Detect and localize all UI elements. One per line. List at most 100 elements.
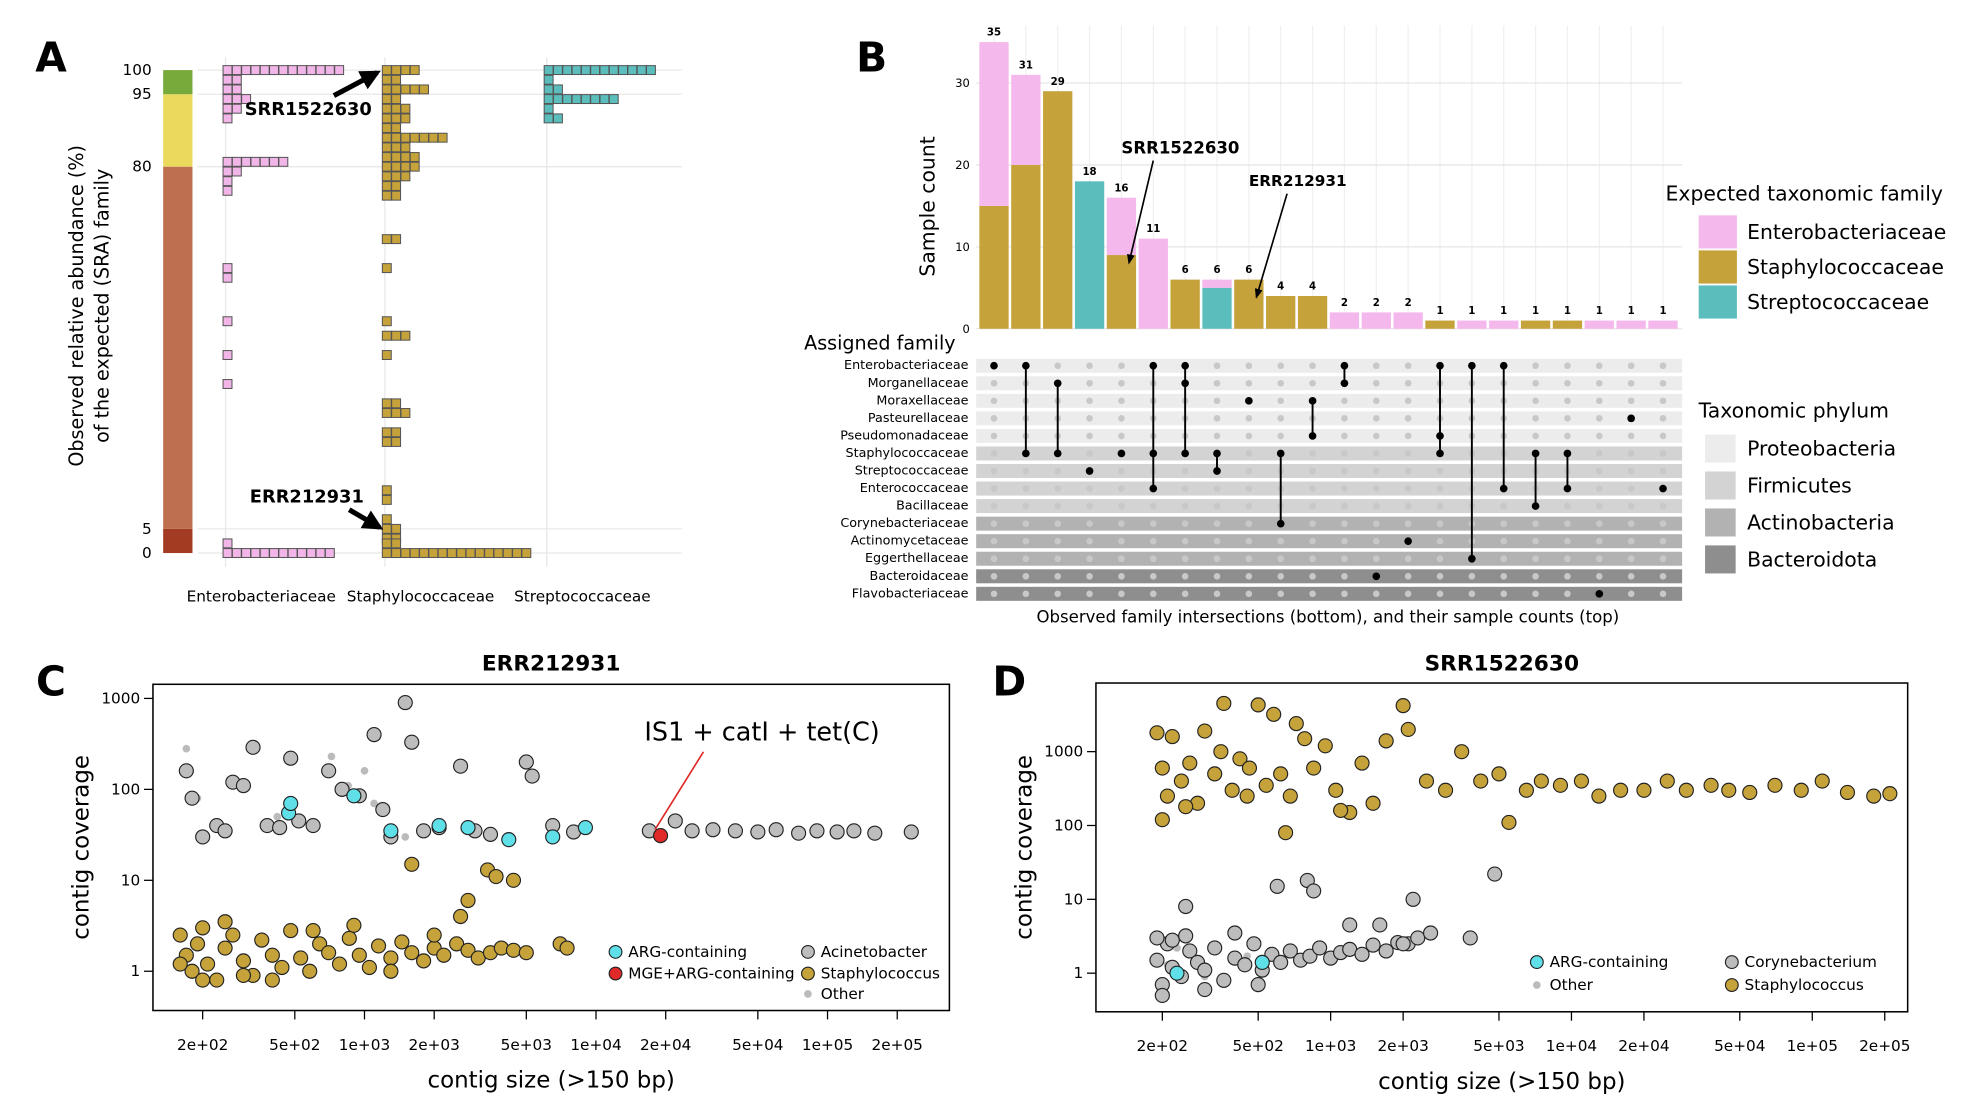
member-dot <box>1531 502 1540 510</box>
empty-dot <box>1627 450 1635 457</box>
x-tick-label: 1e+03 <box>1305 1037 1356 1055</box>
x-tick-label: 1e+04 <box>1546 1037 1597 1055</box>
x-tick-label: 2e+04 <box>640 1036 691 1054</box>
point <box>750 824 766 840</box>
sample-square <box>636 65 647 76</box>
legend-swatch <box>1705 545 1736 574</box>
empty-dot <box>1659 537 1667 545</box>
sample-square <box>259 548 270 559</box>
sample-square <box>381 123 392 134</box>
set-label: Pasteurellaceae <box>868 411 969 426</box>
sample-row <box>381 84 429 95</box>
empty-dot <box>1627 537 1635 545</box>
empty-dot <box>990 537 998 545</box>
sample-square <box>296 548 307 559</box>
empty-dot <box>1500 555 1508 563</box>
sample-square <box>324 65 335 76</box>
sample-square <box>419 132 429 143</box>
empty-dot <box>1595 502 1603 510</box>
empty-dot <box>1118 432 1125 440</box>
point <box>684 823 700 839</box>
point <box>1149 930 1165 946</box>
empty-dot <box>1086 397 1093 405</box>
member-dot <box>1276 449 1285 458</box>
sample-row <box>222 156 289 167</box>
empty-dot <box>1659 397 1667 405</box>
sample-row <box>543 113 563 124</box>
empty-dot <box>1149 555 1157 563</box>
point <box>1224 782 1240 798</box>
sample-square <box>456 548 467 559</box>
point <box>829 824 845 840</box>
member-dot <box>1213 467 1221 475</box>
member-dot <box>1563 484 1572 493</box>
sample-row <box>381 548 532 559</box>
y-tick-label: 95 <box>132 85 151 103</box>
sample-square <box>381 132 392 143</box>
sample-square <box>391 398 402 409</box>
sample-square <box>599 65 610 76</box>
empty-dot <box>990 397 998 405</box>
empty-dot <box>1404 590 1412 598</box>
point <box>375 801 391 818</box>
sample-square <box>259 65 270 76</box>
bar-segment <box>1552 320 1583 329</box>
empty-dot <box>1500 537 1508 545</box>
sample-square <box>381 316 392 327</box>
sample-square <box>381 181 392 191</box>
set-label: Bacillaceae <box>896 499 969 514</box>
point <box>195 829 211 845</box>
empty-dot <box>1149 590 1157 598</box>
legend-label: Other <box>1550 976 1594 994</box>
sample-row <box>222 263 233 274</box>
member-dot <box>1149 449 1158 458</box>
bar-segment <box>1106 255 1137 329</box>
x-tick-label: 5e+04 <box>1714 1037 1765 1055</box>
sample-square <box>400 330 411 341</box>
point <box>460 819 476 836</box>
member-dot <box>1340 361 1349 370</box>
y-axis-label: contig coverage <box>1012 755 1038 940</box>
empty-dot <box>1213 379 1221 387</box>
bar-segment <box>1457 320 1487 329</box>
point <box>1866 788 1882 804</box>
empty-dot <box>1404 572 1412 580</box>
member-dot <box>1659 484 1667 493</box>
sample-square <box>381 263 392 274</box>
point <box>217 940 233 956</box>
legend-swatch <box>1705 471 1736 500</box>
empty-dot <box>1532 397 1539 405</box>
sample-square <box>608 65 619 76</box>
sample-row <box>381 161 420 172</box>
empty-dot <box>1086 485 1093 492</box>
point <box>1154 987 1170 1003</box>
empty-dot <box>1181 590 1189 598</box>
legend-marker <box>801 944 815 959</box>
sample-square <box>543 84 554 95</box>
set-label: Pseudomonadaceae <box>840 428 968 443</box>
point <box>1342 917 1358 933</box>
point <box>184 963 200 979</box>
member-dot <box>1436 361 1444 370</box>
point <box>1410 930 1426 946</box>
legend-label: Acinetobacter <box>821 943 928 961</box>
empty-dot <box>1118 502 1125 510</box>
point <box>312 936 328 952</box>
empty-dot <box>1309 572 1316 580</box>
empty-dot <box>1532 379 1539 387</box>
sample-square <box>231 74 242 85</box>
empty-dot <box>1659 572 1667 580</box>
matrix-row <box>976 393 1683 408</box>
point <box>426 927 442 943</box>
empty-dot <box>1404 520 1412 527</box>
sample-square <box>391 94 402 105</box>
legend-label: Staphylococcaceae <box>1747 255 1944 279</box>
empty-dot <box>1149 572 1157 580</box>
empty-dot <box>1532 432 1539 440</box>
point <box>1207 940 1223 956</box>
sample-square <box>381 398 392 409</box>
sample-square <box>250 156 261 167</box>
member-dot <box>1149 361 1158 370</box>
empty-dot <box>1118 572 1125 580</box>
empty-dot <box>1627 485 1635 492</box>
